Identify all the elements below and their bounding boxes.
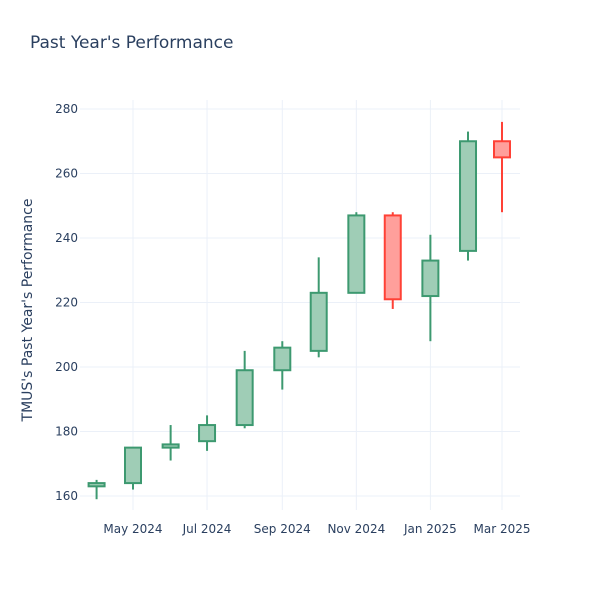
candle-layer <box>87 121 511 500</box>
x-tick-label: Nov 2024 <box>327 522 385 536</box>
candle-body <box>198 424 217 443</box>
candle <box>383 212 402 309</box>
y-tick-label: 240 <box>55 231 78 245</box>
candle-body <box>493 140 511 159</box>
x-tick-label: Jan 2025 <box>403 522 457 536</box>
candle-body <box>459 140 478 252</box>
y-tick-label: 280 <box>55 102 78 116</box>
x-tick-label: May 2024 <box>103 522 162 536</box>
candle <box>421 234 440 342</box>
y-tick-label: 200 <box>55 360 78 374</box>
tick-layer: 160 180 200 220 240 260 280 May 2024 Jul 2024 Sep… <box>55 102 530 536</box>
candle-body <box>161 443 180 449</box>
candle-body <box>273 346 292 372</box>
y-tick-label: 260 <box>55 167 78 181</box>
candle <box>273 341 292 390</box>
x-tick-label: Jul 2024 <box>182 522 232 536</box>
candle <box>493 121 511 213</box>
x-tick-label: Sep 2024 <box>254 522 311 536</box>
y-tick-label: 160 <box>55 489 78 503</box>
candle-body <box>421 259 440 298</box>
y-tick-label: 220 <box>55 296 78 310</box>
candle <box>124 446 142 490</box>
candle <box>198 415 217 451</box>
candle <box>459 131 478 261</box>
y-tick-label: 180 <box>55 425 78 439</box>
candle-body <box>383 214 402 301</box>
candle <box>235 350 254 429</box>
x-tick-label: Mar 2025 <box>474 522 531 536</box>
candle-body <box>235 369 254 427</box>
chart-title: Past Year's Performance <box>30 33 234 53</box>
candle <box>309 257 328 358</box>
candle-body <box>124 446 142 485</box>
candle-body <box>309 291 328 352</box>
grid-layer <box>80 100 520 510</box>
candle <box>347 212 366 294</box>
candle <box>161 425 180 461</box>
candle-body <box>87 482 106 488</box>
candle <box>87 479 106 500</box>
candle-body <box>347 214 366 294</box>
